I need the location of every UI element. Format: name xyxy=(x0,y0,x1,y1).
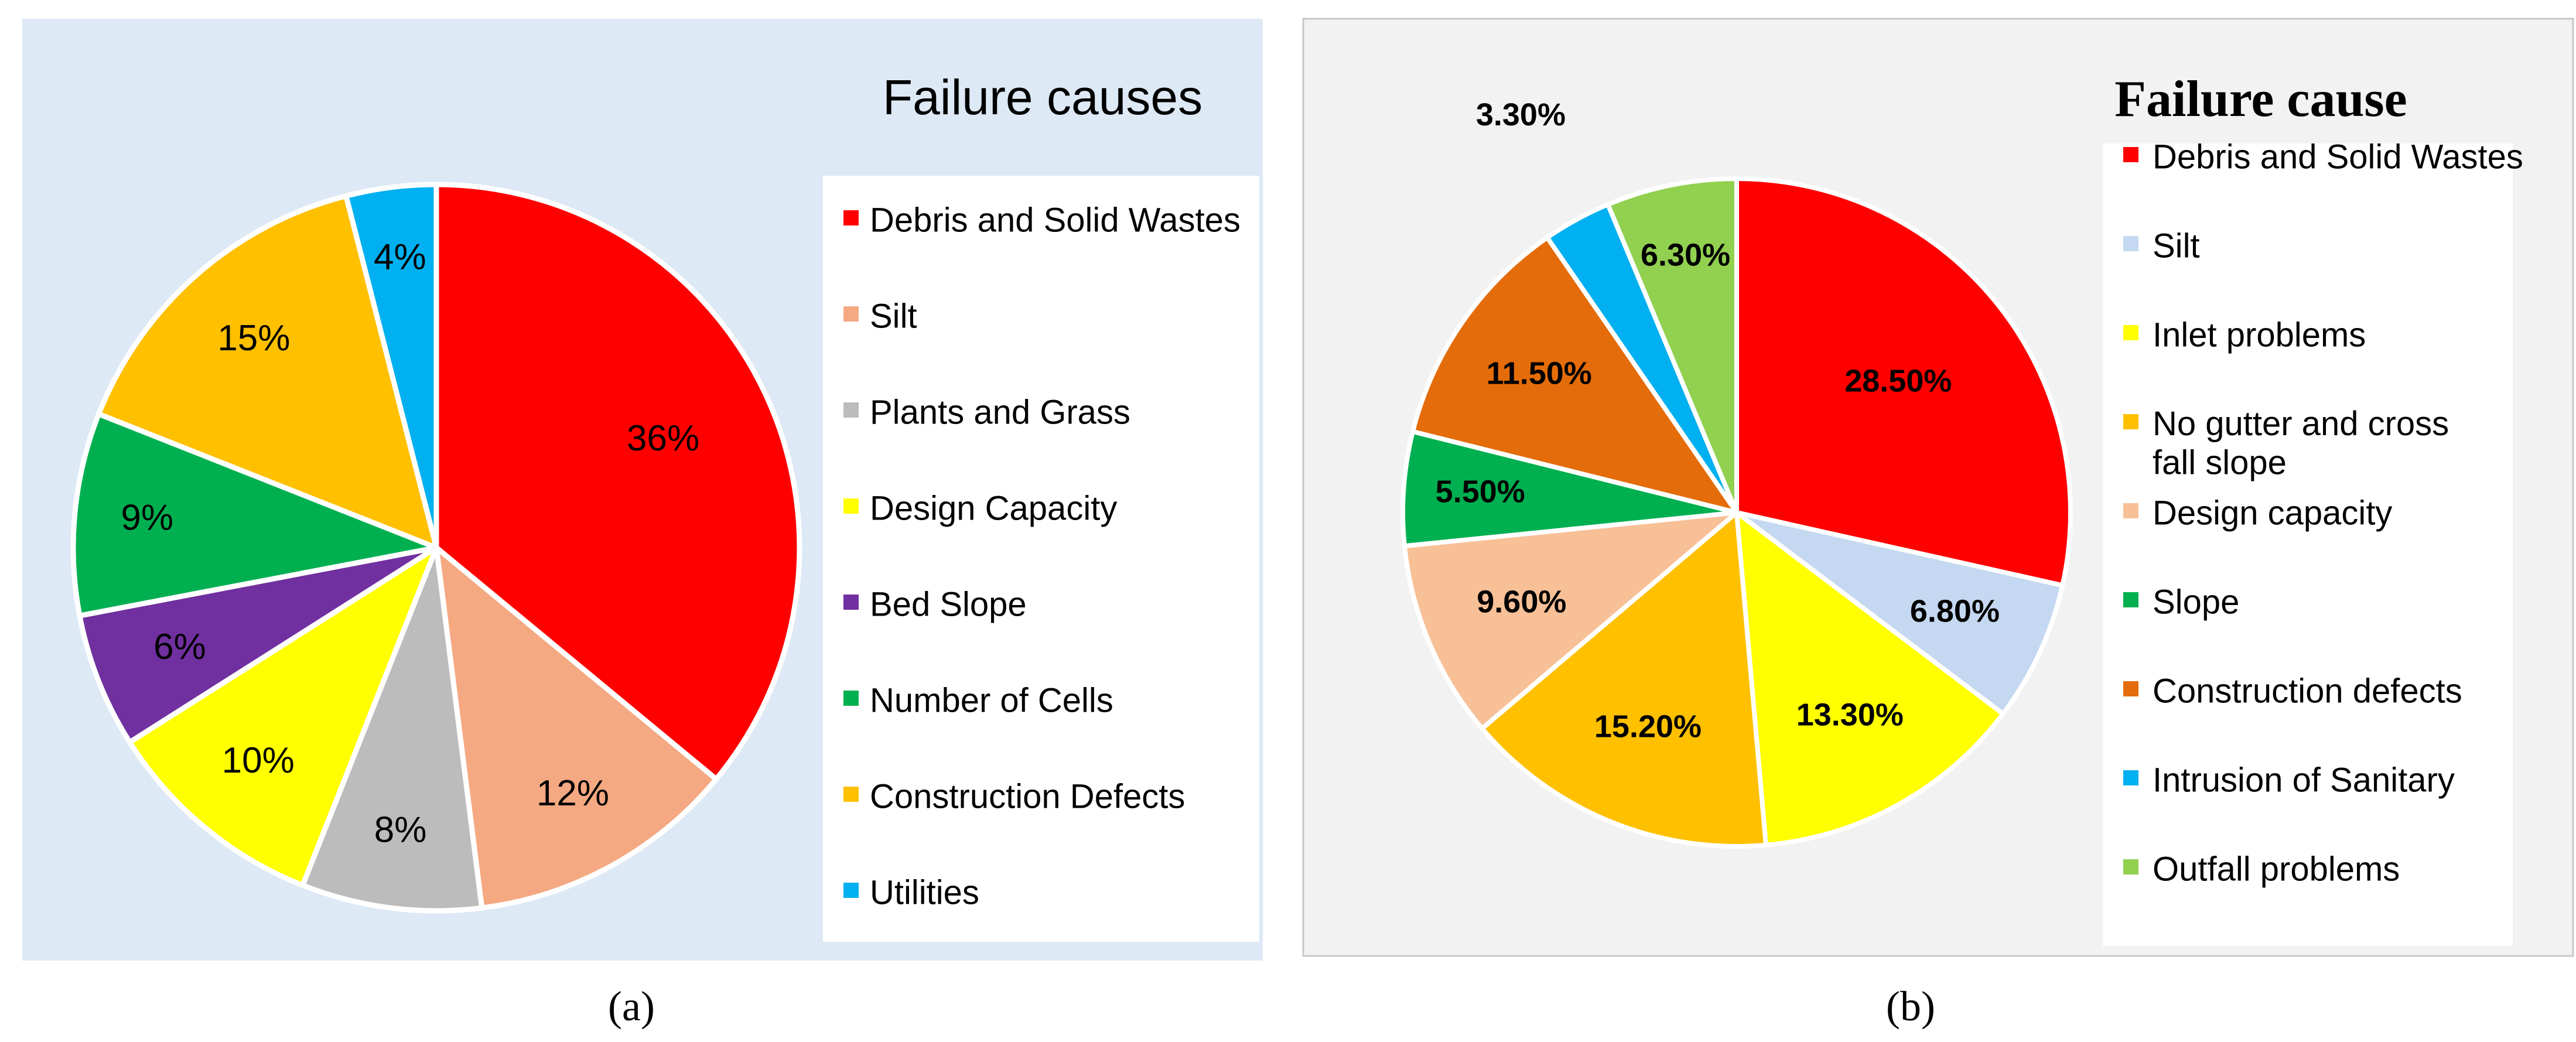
data-label-outfall-problems: 6.30% xyxy=(1641,237,1730,272)
data-label-construction-defects: 11.50% xyxy=(1487,356,1592,391)
pie-slice-plants-and-grass xyxy=(300,545,485,914)
data-label-number-of-cells: 9% xyxy=(121,498,173,538)
chart-a-legend xyxy=(823,176,1259,942)
data-label-no-gutter-and-cross-fall-slope: 15.20% xyxy=(1594,709,1702,744)
legend-label-design-capacity: Design capacity xyxy=(2153,494,2392,532)
legend-label-debris-and-solid-wastes: Debris and Solid Wastes xyxy=(2153,138,2523,176)
legend-label-inlet-problems: Inlet problems xyxy=(2153,316,2366,354)
pie-slice-construction-defects xyxy=(1410,235,1739,515)
legend-swatch-intrusion-of-sanitary xyxy=(2123,770,2138,785)
legend-swatch-utilities xyxy=(843,883,859,898)
legend-swatch-plants-and-grass xyxy=(843,402,859,418)
pie-slice-construction-defects xyxy=(96,193,439,551)
pie-slice-silt xyxy=(1734,510,2065,716)
legend-swatch-construction-defects xyxy=(843,787,859,802)
legend-swatch-silt xyxy=(843,306,859,322)
data-label-silt: 6.80% xyxy=(1910,594,2000,629)
pie-slice-outfall-problems xyxy=(1605,176,1739,515)
pie-slice-bed-slope xyxy=(77,545,439,745)
pie-slice-slope xyxy=(1400,429,1739,549)
data-label-utilities: 4% xyxy=(374,237,426,277)
legend-label-debris-and-solid-wastes: Debris and Solid Wastes xyxy=(870,201,1241,239)
legend-label-silt: Silt xyxy=(2153,227,2200,265)
data-label-design-capacity: 9.60% xyxy=(1477,584,1566,619)
chart-b-legend xyxy=(2103,144,2513,946)
legend-label-plants-and-grass: Plants and Grass xyxy=(870,393,1130,431)
legend-label-construction-defects: Construction Defects xyxy=(870,777,1185,815)
pie-slice-debris-and-solid-wastes xyxy=(1734,176,2073,588)
chart-a-pie xyxy=(70,182,802,914)
legend-label-bed-slope: Bed Slope xyxy=(870,585,1027,623)
data-label-silt: 12% xyxy=(537,773,609,814)
chart-b-data-labels: 28.50% 6.80% 13.30% 15.20% 9.60% 5.50% 11.50% 3… xyxy=(1436,97,2000,744)
chart-b-legend-entries: Debris and Solid Wastes Silt Inlet problem… xyxy=(2123,138,2523,888)
data-label-intrusion-of-sanitary: 3.30% xyxy=(1476,97,1566,132)
pie-slice-debris-and-solid-wastes xyxy=(433,182,802,782)
legend-label-utilities: Utilities xyxy=(870,873,979,911)
legend-swatch-inlet-problems xyxy=(2123,325,2138,340)
pie-slice-silt xyxy=(433,545,719,911)
data-label-debris-and-solid-wastes: 28.50% xyxy=(1844,363,1952,398)
legend-label-number-of-cells: Number of Cells xyxy=(870,681,1113,719)
legend-swatch-construction-defects xyxy=(2123,681,2138,696)
legend-swatch-slope xyxy=(2123,592,2138,607)
panel-a-label: (a) xyxy=(608,983,655,1030)
legend-label-slope: Slope xyxy=(2153,583,2239,621)
data-label-construction-defects: 15% xyxy=(217,318,290,358)
chart-a-title: Failure causes xyxy=(883,70,1202,125)
legend-label-silt: Silt xyxy=(870,297,917,335)
legend-swatch-debris-and-solid-wastes xyxy=(2123,147,2138,162)
chart-b-title: Failure cause xyxy=(2114,71,2407,128)
legend-swatch-number-of-cells xyxy=(843,691,859,706)
data-label-inlet-problems: 13.30% xyxy=(1796,697,1904,732)
data-label-plants-and-grass: 8% xyxy=(374,809,427,850)
pie-slice-design-capacity xyxy=(1402,510,1739,731)
pie-slice-utilities xyxy=(343,182,439,551)
legend-swatch-design-capacity xyxy=(843,498,859,514)
legend-label-intrusion-of-sanitary: Intrusion of Sanitary xyxy=(2153,761,2455,799)
legend-label-design-capacity: Design Capacity xyxy=(870,489,1117,527)
legend-swatch-design-capacity xyxy=(2123,503,2138,518)
data-label-bed-slope: 6% xyxy=(153,627,206,667)
data-label-debris-and-solid-wastes: 36% xyxy=(627,418,699,459)
chart-a-data-labels: 36% 12% 8% 10% 6% 9% 15% 4% xyxy=(121,237,699,850)
legend-label-no-gutter-and-cross-fall-slope: No gutter and cross fall slope xyxy=(2153,405,2449,482)
pie-slice-inlet-problems xyxy=(1734,510,2006,848)
legend-label-construction-defects: Construction defects xyxy=(2153,672,2462,710)
chart-a-legend-entries: Debris and Solid Wastes Silt Plants and Gr… xyxy=(843,201,1241,911)
legend-swatch-debris-and-solid-wastes xyxy=(843,210,859,226)
legend-swatch-no-gutter-and-cross-fall-slope xyxy=(2123,414,2138,429)
pie-slice-number-of-cells xyxy=(70,411,439,619)
data-label-design-capacity: 10% xyxy=(222,740,295,781)
data-label-slope: 5.50% xyxy=(1436,474,1525,510)
pie-slice-design-capacity xyxy=(127,545,439,888)
pie-slice-no-gutter-and-cross-fall-slope xyxy=(1480,510,1769,849)
legend-swatch-silt xyxy=(2123,236,2138,251)
chart-b-pie xyxy=(1400,176,2073,849)
legend-swatch-bed-slope xyxy=(843,595,859,610)
legend-label-outfall-problems: Outfall problems xyxy=(2153,850,2400,888)
panel-b-label: (b) xyxy=(1886,983,1935,1030)
legend-swatch-outfall-problems xyxy=(2123,859,2138,874)
